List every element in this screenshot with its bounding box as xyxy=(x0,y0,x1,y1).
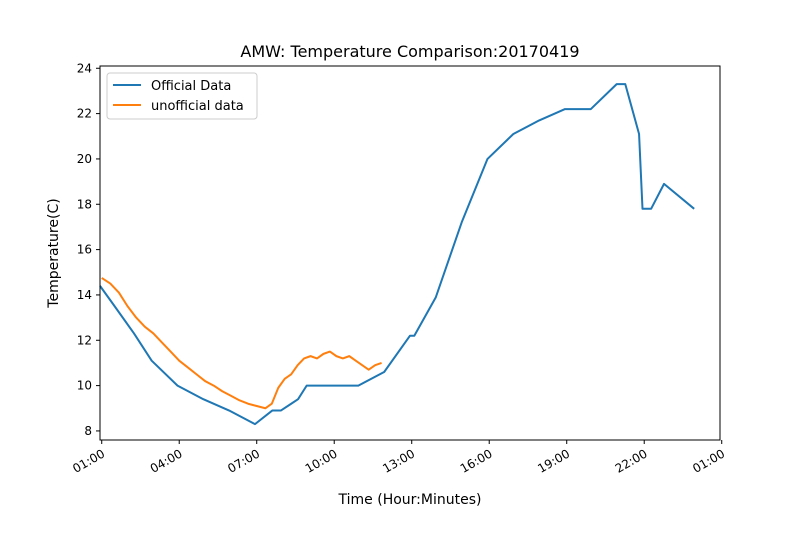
chart-title: AMW: Temperature Comparison:20170419 xyxy=(240,42,579,61)
plot-area xyxy=(100,66,720,440)
y-tick-label: 20 xyxy=(77,152,92,166)
series-line-official-data xyxy=(99,83,695,426)
legend-label-unofficial-data: unofficial data xyxy=(151,99,244,114)
y-tick-label: 16 xyxy=(77,243,92,257)
y-tick-label: 10 xyxy=(77,379,92,393)
x-axis-label: Time (Hour:Minutes) xyxy=(338,492,482,508)
series-line-unofficial-data xyxy=(101,277,382,410)
y-tick-label: 22 xyxy=(77,107,92,121)
legend-frame xyxy=(106,72,258,120)
y-tick-label: 18 xyxy=(77,197,92,211)
y-tick-label: 24 xyxy=(77,61,92,75)
y-tick-label: 8 xyxy=(84,424,92,438)
series-layer xyxy=(99,83,695,426)
legend-label-official-data: Official Data xyxy=(151,79,231,94)
plot-background xyxy=(100,66,720,440)
legend: Official Data unofficial data xyxy=(106,72,258,120)
axes-frame xyxy=(99,65,721,441)
y-axis-label: Temperature(C) xyxy=(46,198,62,308)
y-tick-label: 12 xyxy=(77,333,92,347)
y-tick-label: 14 xyxy=(77,288,92,302)
